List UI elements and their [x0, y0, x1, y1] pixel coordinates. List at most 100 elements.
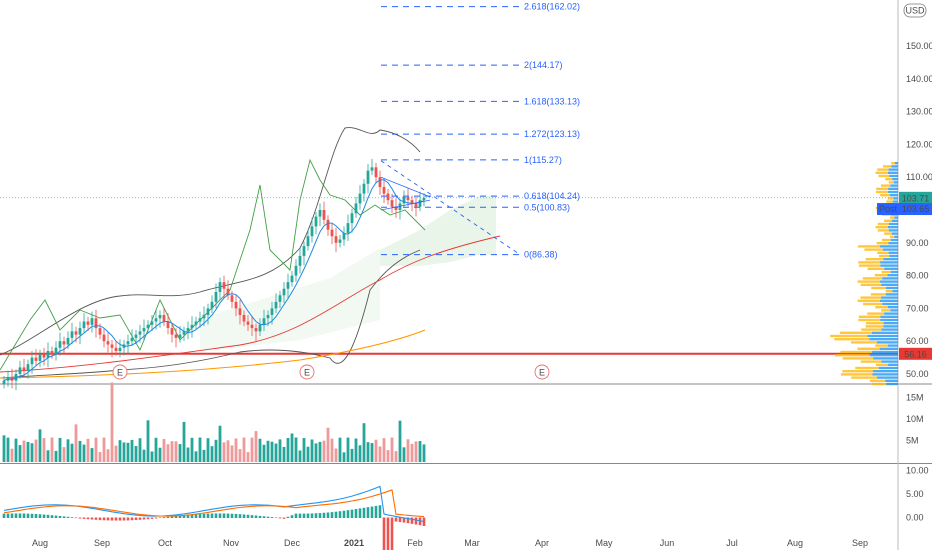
macd-histogram-bar	[246, 514, 250, 518]
volume-profile-bar	[890, 216, 895, 219]
macd-histogram-bar	[38, 514, 42, 518]
volume-profile-bar	[857, 280, 880, 283]
last-price-badge[interactable]: 103.71	[0, 191, 932, 204]
candle-body	[22, 367, 26, 371]
volume-bar	[2, 435, 6, 462]
candle-body	[370, 167, 374, 171]
macd-tick-label: 10.00	[906, 466, 929, 476]
macd-histogram-bar	[22, 513, 26, 518]
macd-histogram-bar	[230, 513, 234, 518]
volume-bar	[274, 443, 278, 462]
candle-body	[162, 314, 166, 322]
candle-body	[42, 354, 46, 358]
candle-body	[118, 347, 122, 352]
support-badge-label: 56.16	[904, 349, 927, 359]
volume-profile-bar	[885, 286, 898, 290]
volume-bar	[202, 449, 206, 462]
candle-body	[306, 236, 310, 247]
candle-body	[286, 282, 290, 289]
volume-profile-bar	[855, 366, 879, 370]
candle-body	[14, 374, 18, 381]
volume-bar	[190, 437, 194, 462]
triangle-upper	[380, 176, 431, 198]
volume-profile-bar	[861, 328, 882, 331]
volume-bar	[98, 451, 102, 462]
volume-profile-bar	[885, 379, 898, 382]
post-price-badge[interactable]: Post 103.65	[877, 203, 932, 216]
earnings-marker[interactable]: E	[112, 364, 128, 380]
macd-histogram-bar	[34, 513, 38, 518]
candle-body	[326, 219, 330, 230]
candle-body	[134, 334, 138, 338]
price-tick-label: 120.00	[906, 139, 932, 149]
volume-bar	[282, 446, 286, 462]
volume-bar	[414, 441, 418, 462]
macd-histogram-bar	[142, 517, 146, 520]
volume-profile-bar	[888, 187, 898, 190]
signal-line	[3, 489, 425, 518]
fib-level-label: 0(86.38)	[524, 250, 558, 260]
candle-body	[314, 216, 318, 227]
volume-bar	[374, 439, 378, 462]
macd-histogram-bar	[358, 508, 362, 518]
volume-bar	[230, 445, 234, 462]
volume-profile-bar	[865, 325, 884, 328]
volume-bar	[218, 425, 222, 462]
candle-body	[90, 318, 94, 325]
volume-bar	[334, 448, 338, 462]
candle-body	[106, 341, 110, 345]
macd-histogram-bar	[318, 513, 322, 518]
volume-profile-bar	[839, 331, 872, 334]
candle-body	[222, 282, 226, 289]
time-tick-label: Sep	[94, 538, 110, 548]
volume-profile-bar	[891, 165, 898, 168]
fib-level-label: 2.618(162.02)	[524, 2, 580, 12]
macd-histogram-bar	[274, 517, 278, 519]
volume-profile-bar	[882, 302, 898, 306]
macd-histogram-bar	[186, 514, 190, 518]
macd-histogram-bar	[198, 513, 202, 518]
candle-body	[214, 292, 218, 302]
macd-histogram-bar	[306, 513, 310, 518]
volume-profile-bar	[840, 350, 873, 354]
volume-bar	[126, 442, 130, 462]
candle-body	[358, 193, 362, 204]
volume-bar	[278, 439, 282, 462]
volume-profile-bar	[869, 379, 886, 382]
volume-bar	[86, 438, 90, 462]
price-tick-label: 110.00	[906, 172, 932, 182]
macd-histogram-bar	[210, 513, 214, 518]
volume-profile-bar	[858, 264, 881, 267]
volume-profile-bar	[874, 274, 888, 277]
volume-profile-bar	[884, 232, 892, 235]
volume-profile-bar	[892, 290, 898, 293]
earnings-marker[interactable]: E	[299, 364, 315, 380]
currency-badge[interactable]: USD	[903, 3, 927, 18]
macd-histogram-bar	[294, 513, 298, 518]
macd-histogram-bar	[226, 513, 230, 518]
volume-profile-bar	[876, 242, 889, 245]
volume-profile-bar	[884, 267, 898, 270]
volume-profile-bar	[872, 370, 898, 373]
macd-histogram-bar	[262, 516, 266, 518]
volume-profile-bar	[886, 382, 898, 386]
volume-profile-bar	[858, 318, 881, 322]
earnings-marker[interactable]: E	[534, 364, 550, 380]
volume-bar	[90, 448, 94, 462]
support-price-badge[interactable]: 56.16	[899, 347, 932, 360]
candles	[2, 158, 426, 391]
volume-profile-bar	[888, 229, 898, 232]
volume-bar	[186, 447, 190, 462]
volume-bar	[170, 441, 174, 462]
volume-profile-bar	[884, 219, 892, 222]
candle-body	[298, 255, 302, 266]
candle-body	[378, 177, 382, 188]
volume-profile-bar	[875, 171, 888, 174]
macd-histogram-bar	[2, 513, 6, 518]
volume-bar	[82, 444, 86, 462]
volume-bar	[270, 441, 274, 462]
candle-body	[374, 167, 378, 178]
volume-bar	[234, 438, 238, 462]
